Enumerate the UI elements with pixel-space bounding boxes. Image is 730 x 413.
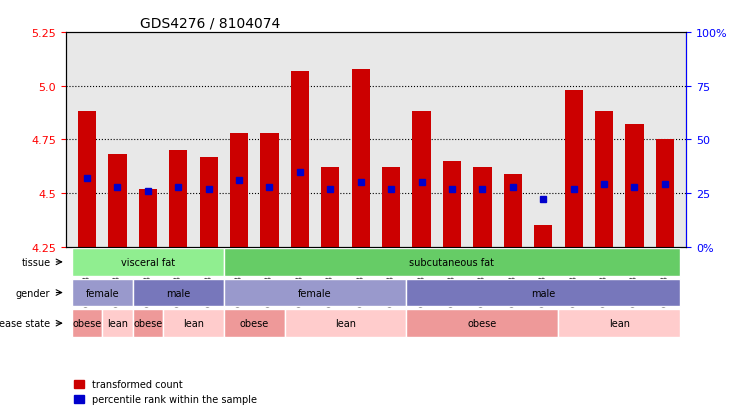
- FancyBboxPatch shape: [72, 279, 133, 306]
- Bar: [321, 168, 339, 247]
- Bar: [199, 157, 218, 247]
- Text: visceral fat: visceral fat: [120, 257, 175, 267]
- Bar: [656, 140, 674, 247]
- Bar: [595, 112, 613, 247]
- FancyBboxPatch shape: [163, 310, 224, 337]
- Text: lean: lean: [107, 318, 128, 328]
- Text: male: male: [531, 288, 556, 298]
- Text: female: female: [299, 288, 332, 298]
- Text: tissue: tissue: [21, 257, 50, 267]
- FancyBboxPatch shape: [224, 279, 407, 306]
- Bar: [352, 69, 370, 247]
- FancyBboxPatch shape: [285, 310, 407, 337]
- Bar: [412, 112, 431, 247]
- FancyBboxPatch shape: [133, 310, 163, 337]
- FancyBboxPatch shape: [133, 279, 224, 306]
- FancyBboxPatch shape: [407, 279, 680, 306]
- FancyBboxPatch shape: [72, 310, 102, 337]
- Bar: [626, 125, 644, 247]
- Text: disease state: disease state: [0, 318, 50, 328]
- FancyBboxPatch shape: [224, 310, 285, 337]
- Bar: [78, 112, 96, 247]
- Bar: [139, 189, 157, 247]
- Text: GDS4276 / 8104074: GDS4276 / 8104074: [140, 17, 280, 31]
- Bar: [534, 225, 553, 247]
- Text: obese: obese: [72, 318, 101, 328]
- Bar: [473, 168, 491, 247]
- Text: subcutaneous fat: subcutaneous fat: [410, 257, 494, 267]
- Text: lean: lean: [335, 318, 356, 328]
- Bar: [169, 151, 188, 247]
- Bar: [108, 155, 126, 247]
- Bar: [443, 161, 461, 247]
- Bar: [382, 168, 400, 247]
- FancyBboxPatch shape: [558, 310, 680, 337]
- Text: obese: obese: [468, 318, 497, 328]
- Text: female: female: [85, 288, 119, 298]
- FancyBboxPatch shape: [224, 249, 680, 276]
- Bar: [291, 71, 309, 247]
- Text: obese: obese: [133, 318, 163, 328]
- Bar: [230, 133, 248, 247]
- Legend: transformed count, percentile rank within the sample: transformed count, percentile rank withi…: [71, 375, 261, 408]
- FancyBboxPatch shape: [102, 310, 133, 337]
- Text: lean: lean: [183, 318, 204, 328]
- Text: male: male: [166, 288, 191, 298]
- Bar: [564, 91, 583, 247]
- Text: obese: obese: [239, 318, 269, 328]
- Bar: [504, 174, 522, 247]
- Bar: [261, 133, 279, 247]
- Text: lean: lean: [609, 318, 630, 328]
- FancyBboxPatch shape: [72, 249, 224, 276]
- FancyBboxPatch shape: [407, 310, 558, 337]
- Text: gender: gender: [16, 288, 50, 298]
